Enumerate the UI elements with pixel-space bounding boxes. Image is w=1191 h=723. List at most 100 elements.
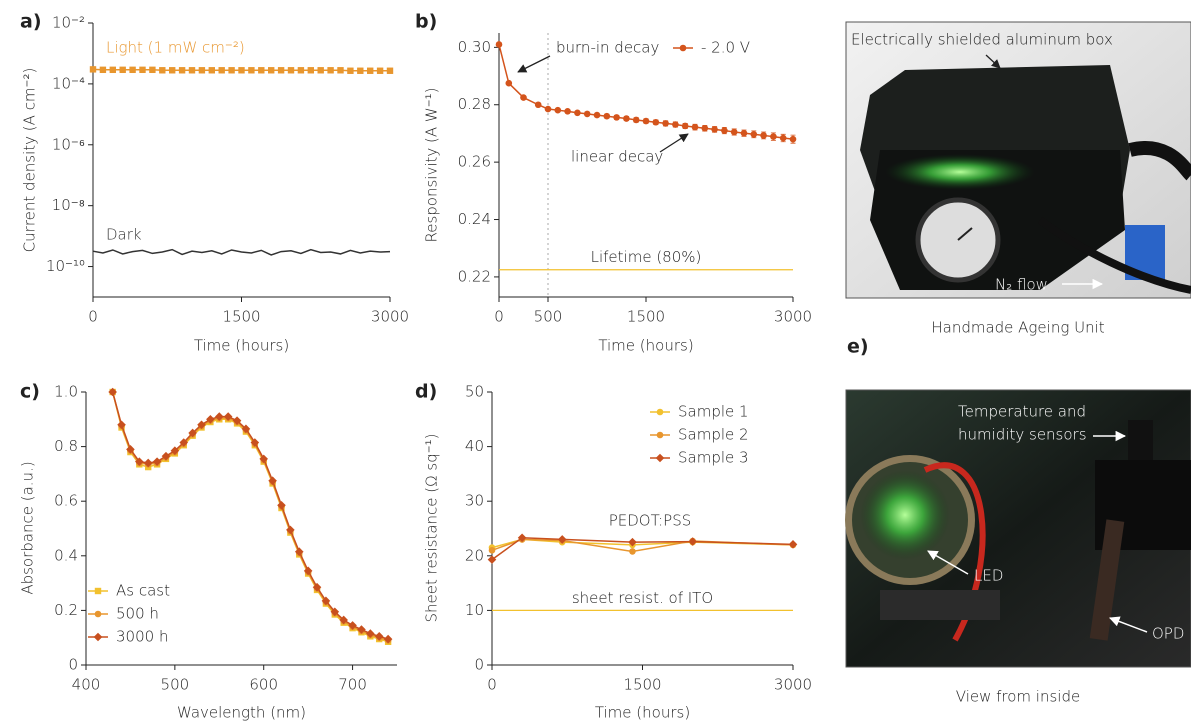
x-tick-label: 700 [338, 676, 367, 694]
marker [258, 67, 265, 74]
marker [642, 117, 650, 125]
marker [139, 66, 146, 74]
marker [94, 610, 102, 618]
y-tick-label: 20 [465, 546, 484, 564]
marker [321, 596, 331, 606]
marker [232, 416, 242, 425]
panel-label: b) [415, 11, 437, 33]
marker [208, 67, 215, 74]
y-tick-label: 0 [474, 656, 484, 674]
marker [223, 412, 233, 421]
series-line [498, 44, 794, 140]
marker [135, 457, 144, 466]
x-axis-title: Time (hours) [194, 337, 289, 355]
marker [188, 428, 197, 438]
marker [169, 67, 176, 74]
marker [250, 438, 260, 447]
x-tick-label: 1500 [627, 308, 665, 326]
marker [161, 451, 171, 461]
y-tick-label: 0.4 [54, 546, 78, 564]
marker [721, 127, 728, 134]
marker [170, 446, 180, 455]
y-tick-label: 10⁻⁶ [52, 135, 85, 153]
y-tick-label: 0.28 [458, 95, 491, 113]
marker [218, 67, 225, 74]
legend-label: Sample 2 [678, 426, 749, 444]
y-axis-title: Sheet resistance (Ω sq⁻¹) [423, 433, 441, 622]
legend-label: 3000 h [116, 628, 168, 646]
marker [287, 67, 295, 74]
marker [613, 114, 620, 121]
photo-caption: Handmade Ageing Unit [931, 319, 1104, 337]
marker [629, 548, 636, 555]
legend-label: 500 h [116, 605, 159, 623]
marker [197, 420, 206, 430]
x-tick-label: 1500 [623, 676, 661, 694]
marker [623, 115, 630, 122]
marker [788, 540, 798, 549]
marker [348, 621, 357, 630]
marker [487, 555, 497, 564]
panel-label: e) [847, 336, 869, 358]
series-line [92, 248, 391, 256]
marker [297, 67, 305, 74]
marker [544, 105, 552, 113]
x-tick-label: 0 [494, 308, 504, 326]
marker [656, 408, 664, 416]
marker [564, 108, 571, 115]
marker [711, 126, 718, 133]
marker [303, 566, 313, 576]
panel-label: a) [20, 11, 42, 33]
marker [574, 109, 581, 117]
marker [108, 387, 117, 397]
marker [268, 67, 275, 74]
marker [188, 67, 196, 74]
marker [159, 67, 166, 74]
marker [126, 445, 135, 454]
marker [152, 457, 162, 466]
photo-label: OPD [1152, 625, 1184, 643]
marker [312, 582, 322, 592]
x-tick-label: 500 [161, 676, 190, 694]
y-tick-label: 1.0 [54, 383, 78, 401]
marker [740, 129, 748, 137]
marker [760, 132, 767, 139]
marker [779, 134, 787, 142]
legend-label: Sample 1 [678, 403, 749, 421]
x-axis-title: Wavelength (nm) [177, 704, 306, 722]
marker [307, 67, 314, 74]
legend-label: As cast [116, 582, 170, 600]
marker [679, 44, 687, 52]
marker [248, 67, 255, 74]
marker [603, 112, 611, 120]
y-tick-label: 0.30 [458, 38, 491, 56]
marker [750, 130, 758, 138]
marker [367, 67, 374, 74]
marker [277, 500, 286, 510]
series-line [491, 537, 794, 561]
marker [357, 625, 366, 634]
panel-label: c) [20, 381, 40, 403]
x-tick-label: 3000 [371, 308, 409, 326]
panel-label: d) [415, 381, 437, 403]
legend-label: - 2.0 V [701, 39, 750, 57]
x-tick-label: 3000 [774, 308, 812, 326]
marker [789, 135, 797, 143]
photo-label: humidity sensors [958, 426, 1087, 444]
marker [143, 458, 153, 468]
photo-ageing-unit [845, 21, 1191, 299]
y-tick-label: 0 [68, 656, 78, 674]
photo-inside [845, 389, 1191, 668]
marker [178, 67, 186, 74]
marker [488, 547, 496, 554]
marker [109, 66, 116, 74]
annotation: burn-in decay [556, 39, 659, 57]
x-tick-label: 500 [534, 308, 563, 326]
y-tick-label: 0.22 [458, 267, 491, 285]
photo-label: Electrically shielded aluminum box [851, 31, 1113, 49]
marker [374, 632, 384, 641]
y-tick-label: 10 [465, 601, 484, 619]
marker [94, 587, 102, 595]
photo-label: LED [974, 567, 1003, 585]
